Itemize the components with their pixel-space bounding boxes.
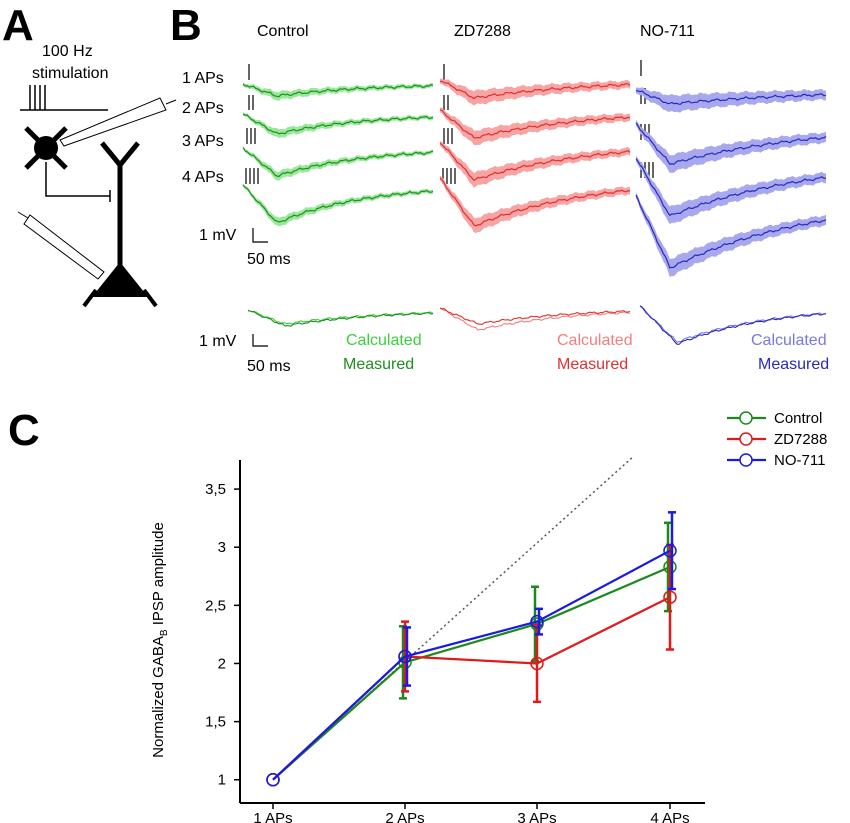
data-point-no711 <box>663 543 677 558</box>
trace-control-1aps-trace <box>242 83 434 98</box>
trace-control-3aps-trace <box>242 147 434 178</box>
y-tick-label: 3 <box>218 539 226 556</box>
y-tick-label: 3,5 <box>205 481 226 498</box>
trace-zd7288-1aps-error-band <box>440 78 630 106</box>
y-tick-label: 1 <box>218 772 226 789</box>
data-point-zd7288 <box>663 590 677 604</box>
scale-label-mv-lower: 1 mV <box>199 333 237 350</box>
x-tick-label: 4 APs <box>650 810 689 823</box>
stimulus-ticks <box>245 60 654 184</box>
stimulation-electrode-icon <box>59 97 177 147</box>
trace-zd7288-1aps-trace <box>439 80 631 100</box>
y-axis-label: Normalized GABAB IPSP amplitude <box>150 522 170 758</box>
y-tick-label: 2 <box>218 655 226 672</box>
interneuron-icon <box>24 126 111 202</box>
x-tick-label: 3 APs <box>517 810 556 823</box>
trace-no711-3aps-trace <box>635 158 827 217</box>
x-tick-label: 1 APs <box>253 810 292 823</box>
row-label-1aps: 1 APs <box>182 70 224 87</box>
data-point-no711 <box>266 772 280 787</box>
amplitude-chart: 1 1,5 2 2,5 3 3,5 1 APs 2 APs 3 APs 4 APs Normaliz… <box>150 410 827 823</box>
panel-c: C 1 1,5 2 2,5 3 3,5 1 APs 2 APs 3 APs 4 APs Normal… <box>8 406 827 823</box>
trace-control-4aps-trace <box>242 184 434 223</box>
panel-b: B Control ZD7288 NO-711 1 APs 2 APs 3 AP… <box>170 1 829 375</box>
overlay-zd7288-calculated-trace <box>439 307 631 331</box>
legend-marker-zd7288 <box>739 432 753 446</box>
x-tick-label: 2 APs <box>385 810 424 823</box>
trace-control-4aps-error-band <box>243 183 433 227</box>
trace-no711-4aps-trace <box>635 194 827 269</box>
trace-control-3aps-error-band <box>243 145 433 181</box>
column-header-zd7288: ZD7288 <box>454 23 511 40</box>
stimulation-pulses-icon <box>20 85 108 111</box>
recording-electrode-icon <box>17 211 105 280</box>
row-label-2aps: 2 APs <box>182 100 224 117</box>
trace-plots <box>242 78 827 345</box>
y-tick-label: 2,5 <box>205 597 226 614</box>
panel-b-letter: B <box>170 1 202 50</box>
trace-no711-2aps-trace <box>635 122 827 165</box>
trace-zd7288-4aps-trace <box>439 177 631 227</box>
stimulation-label-line2: stimulation <box>32 65 108 82</box>
legend-calculated-no711: Calculated <box>751 332 827 349</box>
column-header-control: Control <box>257 23 309 40</box>
scale-label-mv-upper: 1 mV <box>199 227 237 244</box>
legend-label-no711: NO-711 <box>774 452 825 469</box>
series-line-control <box>272 565 671 781</box>
trace-no711-3aps-error-band <box>636 155 826 225</box>
legend-calculated-control: Calculated <box>346 332 422 349</box>
overlay-zd7288-measured-trace <box>439 307 631 325</box>
y-tick-label: 1,5 <box>205 714 226 731</box>
data-point-no711 <box>398 649 412 664</box>
data-point-no711 <box>530 614 544 629</box>
stimulation-label-line1: 100 Hz <box>42 43 93 60</box>
series-line-zd7288 <box>272 596 671 781</box>
legend-measured-no711: Measured <box>758 356 829 373</box>
row-label-4aps: 4 APs <box>182 169 224 186</box>
panel-a-letter: A <box>2 1 34 50</box>
legend-label-control: Control <box>774 410 822 427</box>
legend-calculated-zd7288: Calculated <box>557 332 633 349</box>
trace-no711-1aps-trace <box>635 89 827 106</box>
trace-zd7288-4aps-error-band <box>440 175 630 234</box>
overlay-control-measured-trace <box>247 309 434 327</box>
row-label-3aps: 3 APs <box>182 133 224 150</box>
data-point-zd7288 <box>530 656 544 671</box>
trace-no711-4aps-error-band <box>636 192 826 277</box>
trace-control-2aps-error-band <box>243 112 433 138</box>
scale-label-ms-upper: 50 ms <box>247 251 291 268</box>
trace-zd7288-2aps-trace <box>439 109 631 139</box>
overlay-control-calculated-trace <box>248 310 434 325</box>
legend-measured-control: Measured <box>343 356 414 373</box>
column-header-no711: NO-711 <box>640 23 695 40</box>
legend-marker-control <box>739 411 753 425</box>
scale-bar-upper: 1 mV 50 ms <box>199 227 291 268</box>
scale-label-ms-lower: 50 ms <box>247 358 291 375</box>
trace-no711-2aps-error-band <box>636 119 826 173</box>
panel-c-letter: C <box>8 406 40 455</box>
trace-control-2aps-trace <box>242 113 434 135</box>
pyramidal-neuron-icon <box>82 141 158 308</box>
panel-a: A 100 Hz stimulation <box>2 1 177 308</box>
trace-zd7288-3aps-trace <box>439 142 631 182</box>
legend-measured-zd7288: Measured <box>557 356 628 373</box>
overlay-no711-measured-trace <box>639 305 827 345</box>
series-line-no711 <box>272 549 671 781</box>
legend-label-zd7288: ZD7288 <box>774 431 827 448</box>
scale-bar-lower: 1 mV 50 ms <box>199 333 291 375</box>
legend-marker-no711 <box>739 453 753 467</box>
trace-no711-1aps-error-band <box>636 87 826 113</box>
trace-control-1aps-error-band <box>243 82 433 101</box>
